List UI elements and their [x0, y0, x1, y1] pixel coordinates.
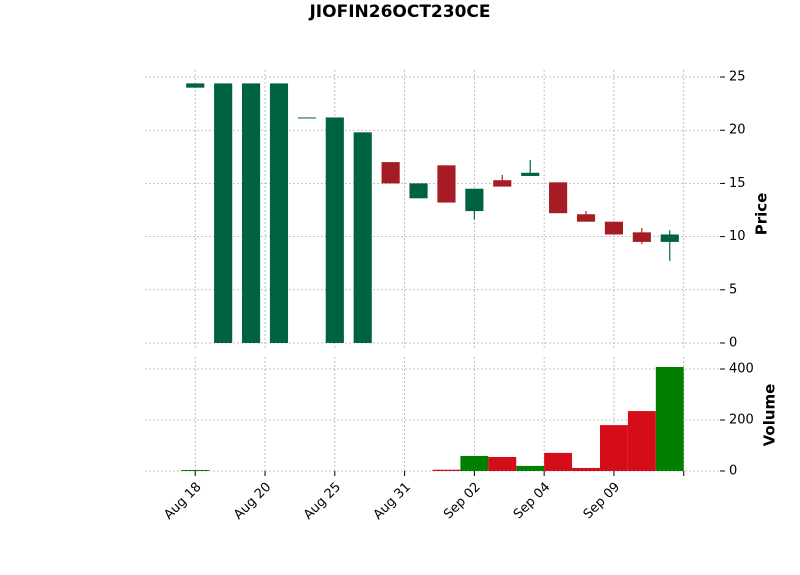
volume-bar	[516, 465, 545, 471]
volume-bar	[655, 366, 684, 471]
x-tick-label: Sep 09	[581, 480, 624, 523]
volume-bar	[572, 467, 600, 471]
volume-bar	[488, 456, 517, 471]
candle-body	[381, 162, 400, 184]
volume-axis-label: Volume	[761, 384, 779, 447]
candle-body	[576, 214, 596, 222]
x-tick-label: Aug 20	[231, 480, 274, 523]
volume-bar	[460, 455, 489, 471]
volume-tick-label: 200	[729, 412, 754, 427]
chart-title: JIOFIN26OCT230CE	[308, 2, 490, 22]
candle-body	[409, 183, 428, 199]
volume-bar	[627, 411, 656, 471]
candle-body	[437, 165, 456, 203]
y-tick-label: 0	[729, 335, 737, 350]
x-tick-label: Aug 25	[301, 480, 344, 523]
candle-body	[493, 180, 512, 187]
volume-tick-label: 0	[729, 464, 737, 479]
candle-body	[186, 83, 205, 88]
candle-body	[269, 83, 289, 343]
candle-body	[660, 234, 679, 242]
volume-bar	[544, 452, 573, 471]
candle-body	[214, 83, 233, 343]
candle-body	[465, 188, 484, 212]
volume-bar	[432, 469, 461, 471]
candle-body	[241, 83, 261, 343]
x-tick-label: Aug 18	[161, 480, 204, 523]
candle-body	[353, 132, 372, 343]
y-tick-label: 20	[729, 123, 746, 138]
volume-bar	[599, 425, 628, 471]
candle-body	[604, 221, 624, 235]
candle-body	[325, 117, 344, 343]
y-tick-label: 5	[729, 282, 737, 297]
candle-body	[632, 232, 651, 242]
y-axis-label: Price	[753, 193, 771, 236]
y-tick-label: 10	[729, 229, 746, 244]
candle-body	[549, 182, 568, 214]
volume-tick-label: 400	[729, 361, 754, 376]
x-tick-label: Aug 31	[371, 480, 414, 523]
x-tick-label: Sep 04	[511, 480, 554, 523]
volume-bar	[181, 469, 210, 471]
y-tick-label: 25	[729, 70, 746, 85]
candle-body	[521, 172, 540, 176]
candle-body	[297, 117, 316, 119]
y-tick-label: 15	[729, 176, 746, 191]
x-tick-label: Sep 02	[441, 480, 484, 523]
